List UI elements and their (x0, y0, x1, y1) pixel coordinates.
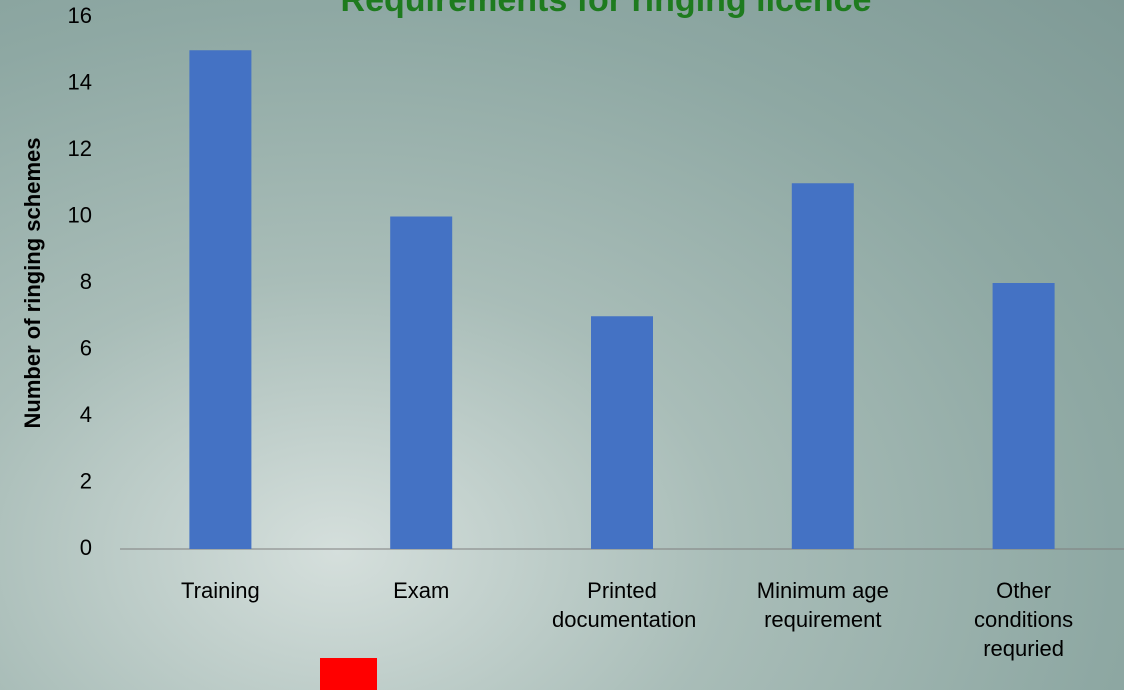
y-tick-label: 0 (80, 535, 92, 560)
chart-page: Requirements for ringing licence Number … (0, 0, 1124, 690)
y-tick-label: 4 (80, 402, 92, 427)
x-tick-label: Training (150, 576, 290, 605)
bar (390, 217, 452, 550)
y-tick-label: 14 (68, 69, 92, 94)
y-tick-label: 12 (68, 136, 92, 161)
x-tick-label: Exam (351, 576, 491, 605)
bar (993, 283, 1055, 549)
y-tick-label: 2 (80, 468, 92, 493)
chart-title: Requirements for ringing licence (341, 0, 872, 19)
x-tick-label: Minimum age requirement (753, 576, 893, 634)
y-tick-label: 6 (80, 335, 92, 360)
x-tick-label: Other conditions requried (954, 576, 1094, 663)
decoration (320, 658, 377, 690)
bar (792, 183, 854, 549)
bar (189, 50, 251, 549)
y-tick-label: 10 (68, 202, 92, 227)
x-tick-label: Printed documentation (552, 576, 692, 634)
y-tick-label: 16 (68, 3, 92, 28)
bar (591, 316, 653, 549)
y-axis-label: Number of ringing schemes (20, 138, 45, 429)
y-tick-label: 8 (80, 269, 92, 294)
